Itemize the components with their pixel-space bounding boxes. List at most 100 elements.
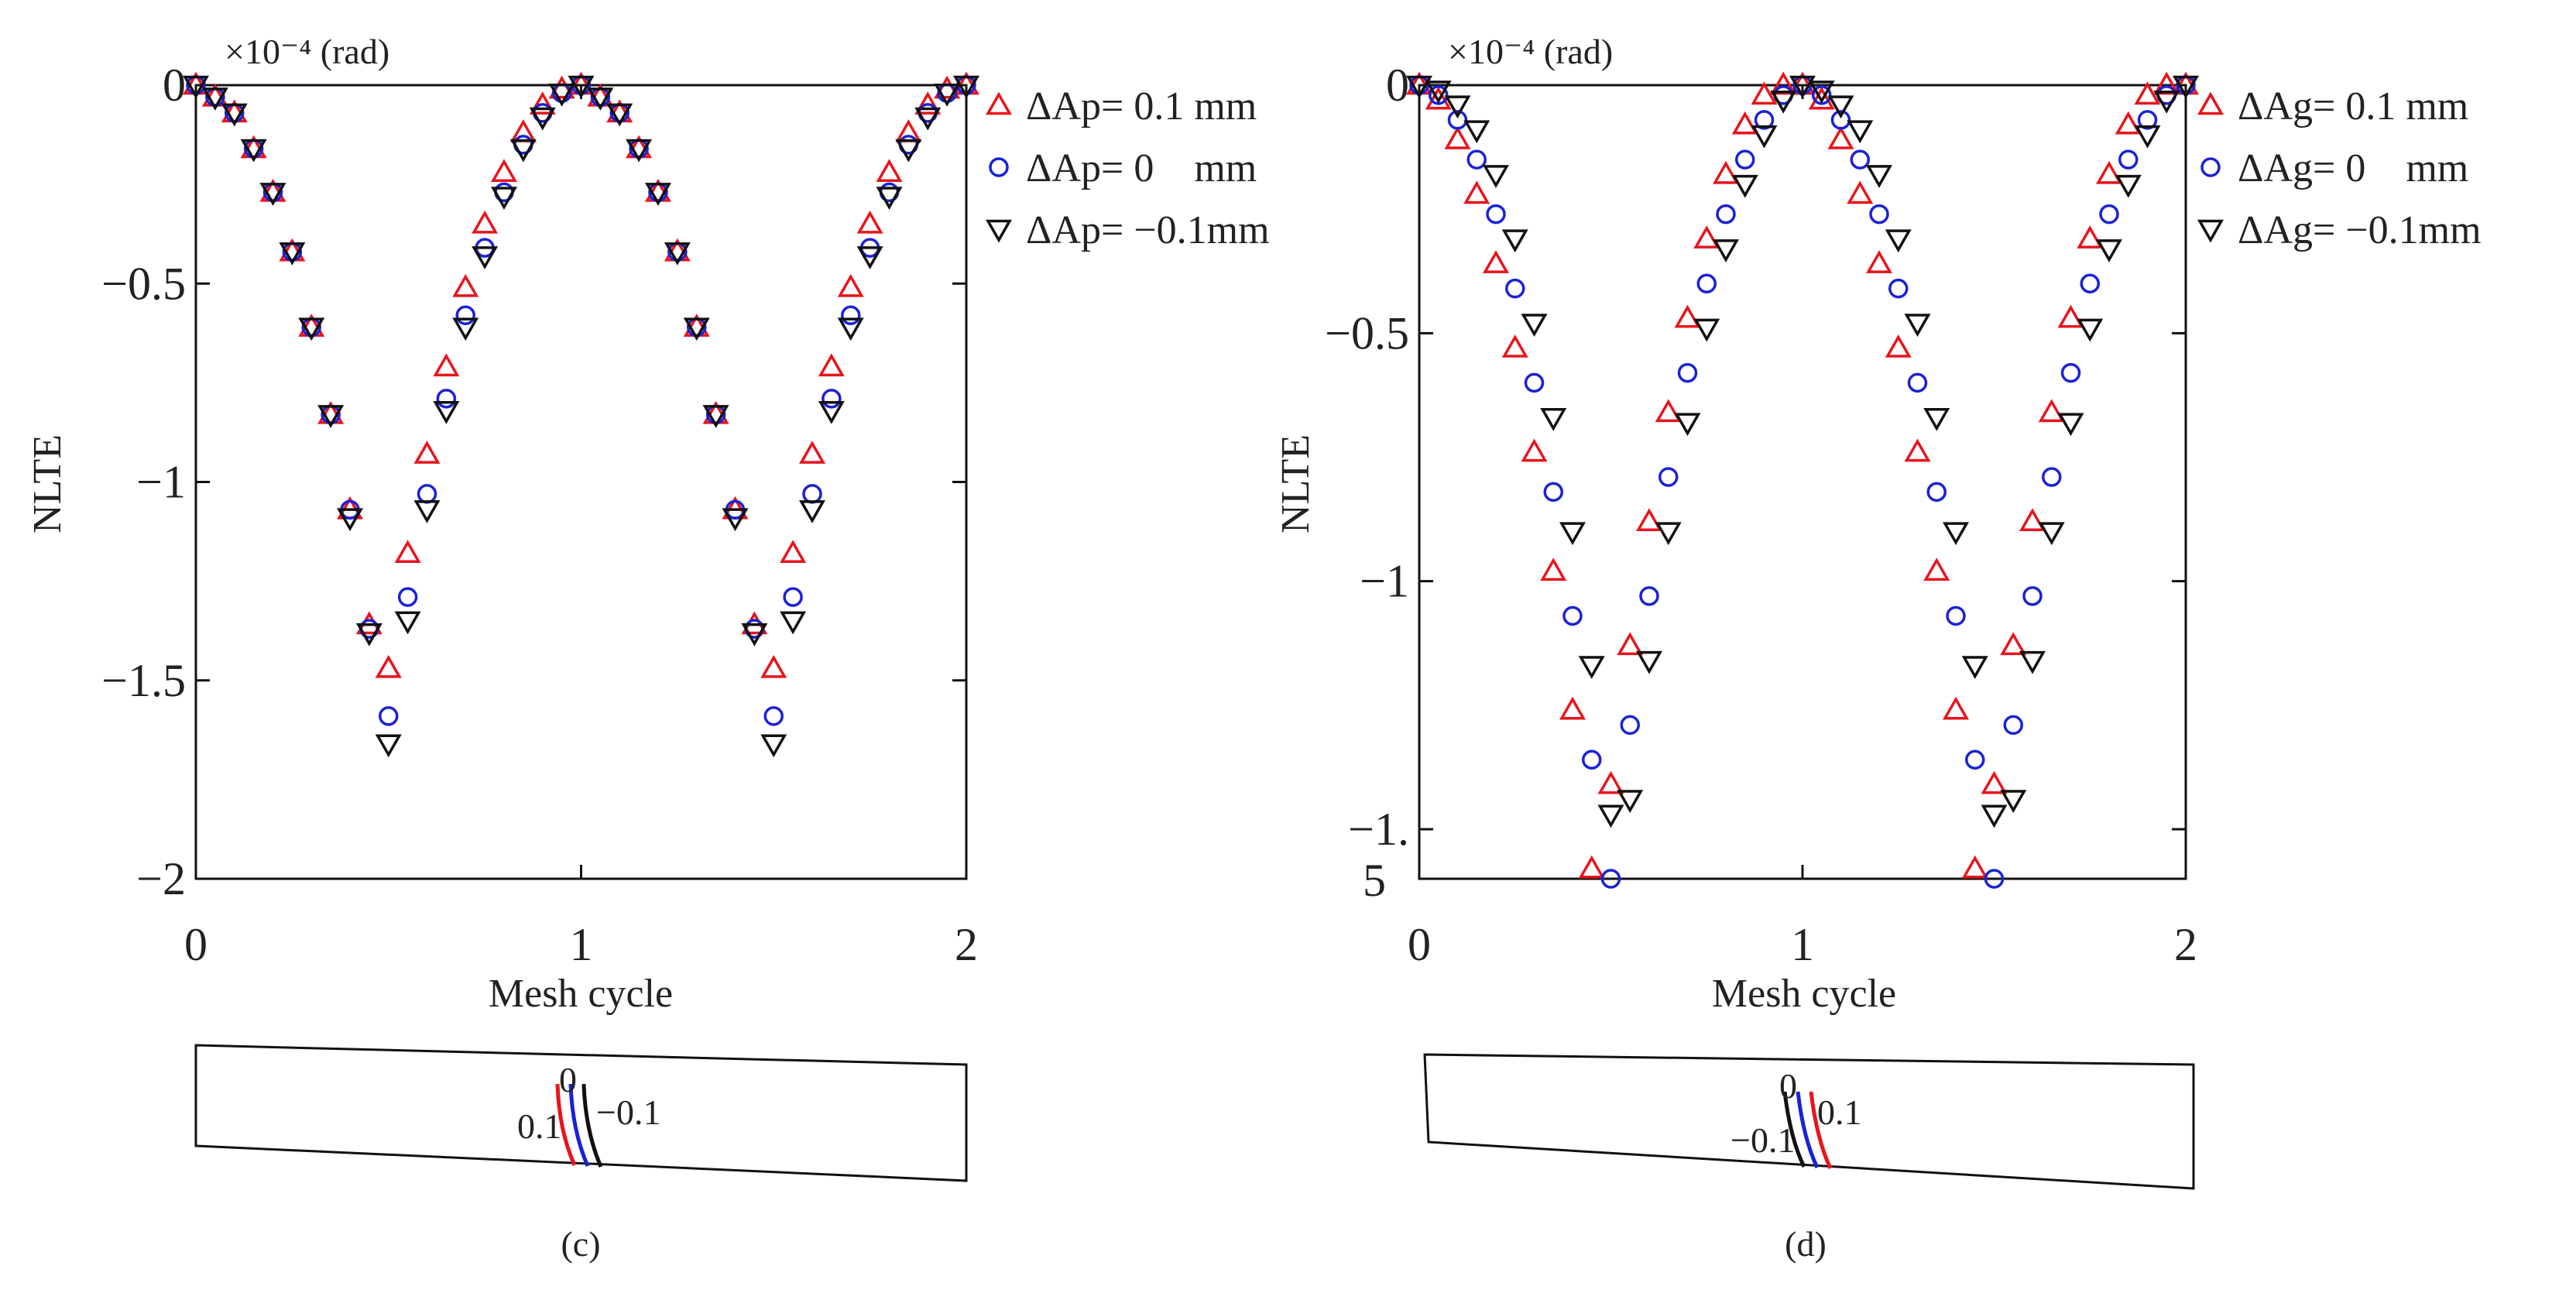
legend-entry: ΔAp= 0 mm: [1026, 146, 1257, 190]
data-point-circle: [1946, 605, 1966, 626]
data-point-triangle-up: [1808, 86, 1835, 110]
data-point-triangle-down: [413, 500, 441, 523]
data-point-triangle-up: [1865, 250, 1893, 273]
data-point-triangle-down: [1770, 90, 1797, 114]
data-point-triangle-down: [2134, 125, 2161, 149]
inset-c: 0 0.1 −0.1: [194, 1044, 968, 1182]
legend-marker-triangle-down: [985, 219, 1013, 243]
data-point-circle: [1600, 869, 1621, 889]
data-point-triangle-down: [2095, 239, 2123, 262]
data-point-circle: [2060, 362, 2081, 383]
scale-label-c: ×10⁻⁴ (rad): [225, 32, 389, 71]
x-tick-label: 2: [2174, 919, 2197, 970]
data-point-triangle-up: [2057, 304, 2084, 328]
data-point-triangle-down: [1827, 95, 1854, 119]
data-point-triangle-up: [798, 441, 826, 464]
x-ticks-d: 0 1 2: [1408, 85, 2197, 970]
data-point-triangle-down: [2115, 174, 2142, 198]
data-point-triangle-down: [934, 84, 961, 107]
data-point-triangle-up: [2077, 225, 2104, 249]
data-point-triangle-up: [780, 540, 807, 563]
data-point-triangle-up: [2153, 71, 2180, 95]
data-point-triangle-up: [1578, 855, 1605, 879]
legend-marker-circle: [2200, 157, 2221, 177]
data-point-triangle-down: [1865, 165, 1893, 188]
data-point-triangle-down: [1635, 650, 1663, 674]
data-point-triangle-down: [1674, 413, 1701, 437]
data-point-circle: [1639, 586, 1659, 606]
data-point-circle: [2003, 715, 2023, 736]
inset-curve-red-c: [555, 1083, 577, 1167]
data-point-circle: [1984, 869, 2005, 889]
data-point-triangle-down: [2077, 318, 2104, 342]
data-point-triangle-up: [2134, 81, 2161, 105]
data-point-circle: [1926, 482, 1947, 502]
data-point-triangle-up: [1961, 855, 1988, 879]
data-point-triangle-down: [818, 401, 845, 424]
inset-curve-black-c: [581, 1083, 603, 1168]
data-point-triangle-up: [2115, 111, 2142, 135]
inset-curve-blue-d: [1796, 1091, 1820, 1169]
data-point-triangle-down: [2038, 522, 2065, 546]
data-point-triangle-down: [240, 139, 267, 163]
data-point-circle: [1582, 749, 1602, 770]
y-ticks-d: 0 −0.5 −1 −1.5: [1325, 60, 2186, 906]
data-point-triangle-down: [587, 87, 614, 111]
inset-top-label-c: 0: [559, 1060, 577, 1099]
data-point-triangle-up: [1617, 632, 1644, 656]
data-point-triangle-down: [1808, 81, 1835, 104]
data-point-circle: [455, 305, 475, 325]
data-point-triangle-up: [2038, 399, 2065, 423]
data-point-circle: [1447, 110, 1468, 130]
data-point-triangle-up: [1981, 770, 2008, 794]
data-point-triangle-up: [2019, 508, 2046, 531]
data-point-circle: [2137, 110, 2158, 130]
data-point-triangle-down: [452, 317, 479, 341]
data-point-triangle-up: [876, 159, 903, 182]
legend-entry: ΔAg= −0.1mm: [2238, 208, 2482, 252]
data-point-triangle-down: [394, 611, 421, 635]
data-point-triangle-down: [490, 187, 518, 211]
data-point-triangle-up: [1521, 438, 1548, 462]
data-point-circle: [783, 587, 803, 607]
x-tick-label: 1: [570, 919, 593, 970]
data-point-circle: [397, 587, 418, 607]
data-point-triangle-down: [626, 139, 653, 163]
data-point-triangle-down: [683, 317, 710, 341]
y-tick-label: −1.5: [101, 655, 186, 706]
data-point-triangle-down: [1981, 804, 2008, 828]
data-point-circle: [1965, 749, 1985, 770]
data-point-triangle-down: [702, 405, 729, 428]
inset-curve-blue-c: [568, 1083, 590, 1167]
data-point-circle: [1830, 110, 1851, 130]
legend-entry: ΔAp= −0.1mm: [1026, 208, 1270, 252]
data-point-triangle-up: [394, 540, 421, 563]
data-point-triangle-down: [2172, 75, 2200, 99]
data-point-triangle-down: [606, 103, 633, 127]
data-point-triangle-down: [1693, 318, 1720, 342]
inset-curve-black-d: [1782, 1091, 1806, 1168]
data-point-triangle-down: [876, 187, 903, 211]
data-point-circle: [2022, 586, 2043, 606]
data-point-triangle-up: [1597, 770, 1624, 794]
inset-left-label-c: 0.1: [517, 1106, 562, 1146]
data-point-triangle-down: [798, 500, 826, 523]
x-axis-label-d: Mesh cycle: [1712, 972, 1896, 1016]
data-point-circle: [1620, 715, 1640, 736]
data-point-triangle-up: [1559, 696, 1586, 720]
data-point-circle: [1486, 204, 1506, 225]
inset-curve-red-d: [1809, 1091, 1833, 1170]
data-point-triangle-down: [837, 317, 864, 341]
legend-c: ΔAp= 0.1 mm ΔAp= 0 mm ΔAp= −0.1mm: [985, 84, 1270, 252]
data-point-triangle-down: [1482, 165, 1510, 188]
data-point-triangle-up: [433, 353, 460, 377]
data-point-triangle-down: [529, 107, 556, 131]
data-point-triangle-down: [1712, 239, 1740, 262]
plot-area-c: [194, 84, 968, 880]
data-point-triangle-down: [1444, 95, 1471, 119]
data-point-circle: [822, 389, 842, 409]
y-tick-label: 0: [163, 60, 186, 111]
x-tick-label: 1: [1791, 919, 1814, 970]
y-tick-label: 0: [1386, 60, 1409, 111]
legend-marker-circle: [989, 157, 1009, 177]
